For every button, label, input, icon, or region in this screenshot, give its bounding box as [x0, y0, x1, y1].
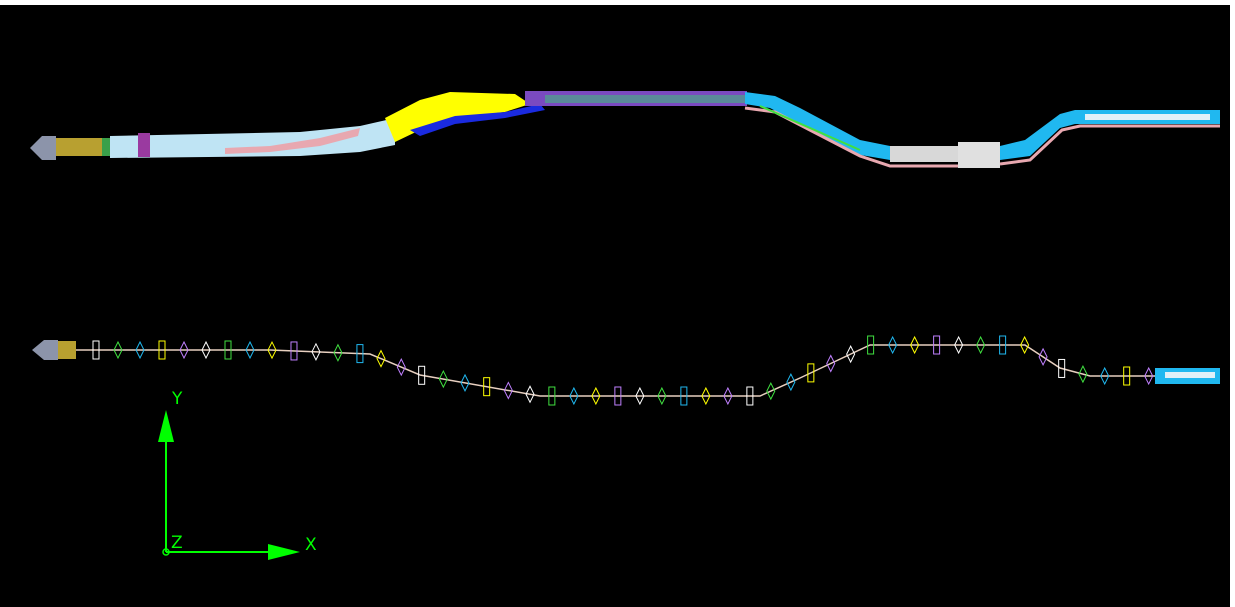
- y-label: Y: [171, 389, 183, 409]
- olive-block: [56, 138, 102, 156]
- end-pipe-inner: [1165, 372, 1215, 378]
- green-block: [102, 138, 110, 156]
- dotted-pipe: [545, 95, 745, 103]
- end-pipe-inner: [1085, 114, 1210, 120]
- white-block: [958, 142, 1000, 168]
- x-label: X: [305, 535, 317, 555]
- right-border: [1230, 0, 1235, 607]
- viewport: Y Z X: [0, 0, 1235, 607]
- olive-block: [58, 341, 76, 359]
- flat-section: [890, 146, 960, 162]
- top-border: [0, 0, 1235, 5]
- z-label: Z: [171, 533, 183, 553]
- page: Y Z X (() => { const data = JSON.parse(d…: [0, 0, 1235, 607]
- purple-ring: [138, 133, 150, 157]
